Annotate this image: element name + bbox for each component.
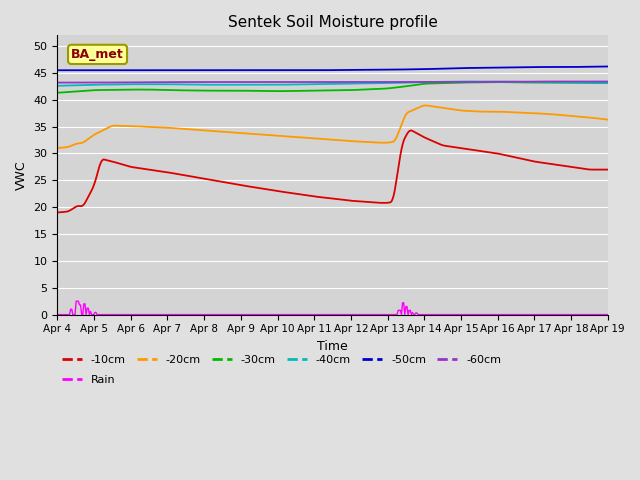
Title: Sentek Soil Moisture profile: Sentek Soil Moisture profile [228,15,438,30]
X-axis label: Time: Time [317,340,348,353]
Text: BA_met: BA_met [71,48,124,61]
Y-axis label: VWC: VWC [15,160,28,190]
Legend: Rain: Rain [58,371,120,389]
